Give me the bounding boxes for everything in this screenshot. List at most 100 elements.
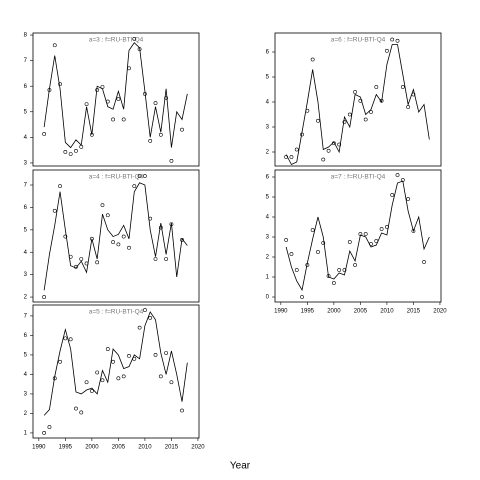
panel-frame (32, 32, 200, 167)
observed-point (180, 127, 184, 132)
observed-point (68, 337, 73, 342)
observed-point (385, 48, 389, 53)
observed-point (390, 193, 395, 197)
observed-point (89, 389, 94, 393)
observed-point (347, 240, 352, 244)
panel-title: a=3 : f=RU-BTI-Q4 (89, 37, 144, 44)
observed-point (132, 36, 137, 41)
observed-point (337, 268, 342, 272)
panel-frame (32, 169, 200, 303)
x-tick-label: 2005 (112, 445, 126, 451)
observed-point (180, 408, 184, 413)
y-tick-label: 4 (266, 215, 270, 221)
observed-point (400, 85, 405, 89)
y-tick-label: 4 (24, 250, 28, 256)
y-tick-label: 2 (24, 295, 28, 301)
observed-point (116, 97, 121, 101)
observed-point (79, 144, 84, 149)
panel-frame (274, 32, 442, 167)
observed-point (95, 370, 100, 375)
y-tick-label: 2 (24, 411, 28, 417)
x-tick-label: 2000 (327, 309, 341, 315)
x-tick-label: 1990 (32, 445, 46, 451)
observed-point (127, 245, 131, 250)
observed-point (164, 96, 169, 100)
observed-point (347, 112, 352, 117)
panel-title: a=7 : f=RU-BTI-Q4 (331, 174, 386, 181)
observed-point (148, 315, 153, 320)
observed-point (289, 252, 294, 256)
observed-point (63, 234, 68, 239)
observed-point (395, 173, 400, 177)
observed-point (342, 120, 347, 124)
y-tick-label: 4 (24, 372, 28, 378)
x-axis-label: Year (230, 461, 251, 472)
observed-point (105, 347, 110, 351)
observed-point (58, 82, 62, 87)
observed-point (353, 90, 357, 94)
observed-point (79, 257, 84, 261)
x-tick-label: 2020 (433, 309, 447, 315)
y-tick-label: 5 (266, 75, 270, 81)
observed-point (143, 174, 147, 178)
observed-point (63, 336, 68, 341)
observed-point (47, 425, 52, 429)
fitted-line (43, 311, 188, 416)
observed-point (331, 281, 336, 285)
observed-point (158, 225, 163, 230)
observed-point (406, 197, 411, 201)
observed-point (363, 232, 368, 236)
y-tick-label: 3 (266, 125, 270, 131)
observed-point (158, 374, 163, 379)
observed-point (58, 359, 62, 364)
observed-point (100, 378, 105, 383)
observed-point (353, 263, 357, 267)
observed-point (42, 295, 47, 299)
observed-point (358, 98, 363, 103)
y-tick-label: 3 (24, 161, 28, 167)
observed-point (132, 184, 137, 189)
observed-point (121, 117, 126, 122)
y-tick-label: 0 (266, 295, 270, 301)
observed-point (300, 295, 304, 299)
observed-point (411, 229, 416, 233)
observed-point (137, 325, 142, 330)
observed-point (422, 260, 426, 264)
observed-point (158, 132, 163, 137)
y-tick-label: 5 (24, 227, 28, 233)
y-tick-label: 4 (266, 100, 270, 106)
observed-point (74, 264, 78, 269)
observed-point (321, 157, 326, 162)
y-tick-label: 7 (24, 313, 28, 319)
observed-point (58, 184, 62, 189)
observed-point (153, 101, 158, 105)
observed-point (74, 149, 78, 153)
x-tick-label: 2015 (407, 309, 421, 315)
observed-point (342, 268, 347, 272)
fitted-line (43, 182, 188, 291)
observed-point (148, 139, 153, 143)
y-tick-label: 6 (266, 50, 270, 56)
panel-frame (274, 169, 442, 303)
observed-point (395, 38, 400, 43)
observed-point (52, 43, 57, 48)
observed-point (379, 227, 384, 231)
observed-point (137, 174, 142, 178)
observed-point (42, 431, 47, 435)
observed-point (326, 148, 331, 153)
y-tick-label: 6 (266, 175, 270, 181)
observed-point (111, 359, 115, 364)
panel-title: a=6 : f=RU-BTI-Q4 (331, 37, 386, 44)
observed-point (310, 228, 315, 232)
observed-point (153, 257, 158, 261)
y-tick-label: 1 (266, 275, 270, 281)
x-tick-label: 1995 (301, 309, 315, 315)
observed-point (105, 213, 110, 218)
x-tick-label: 1990 (274, 309, 288, 315)
observed-point (164, 351, 169, 355)
observed-point (52, 208, 57, 213)
y-tick-label: 7 (24, 58, 28, 64)
x-tick-label: 2010 (138, 445, 152, 451)
y-tick-label: 7 (24, 183, 28, 189)
